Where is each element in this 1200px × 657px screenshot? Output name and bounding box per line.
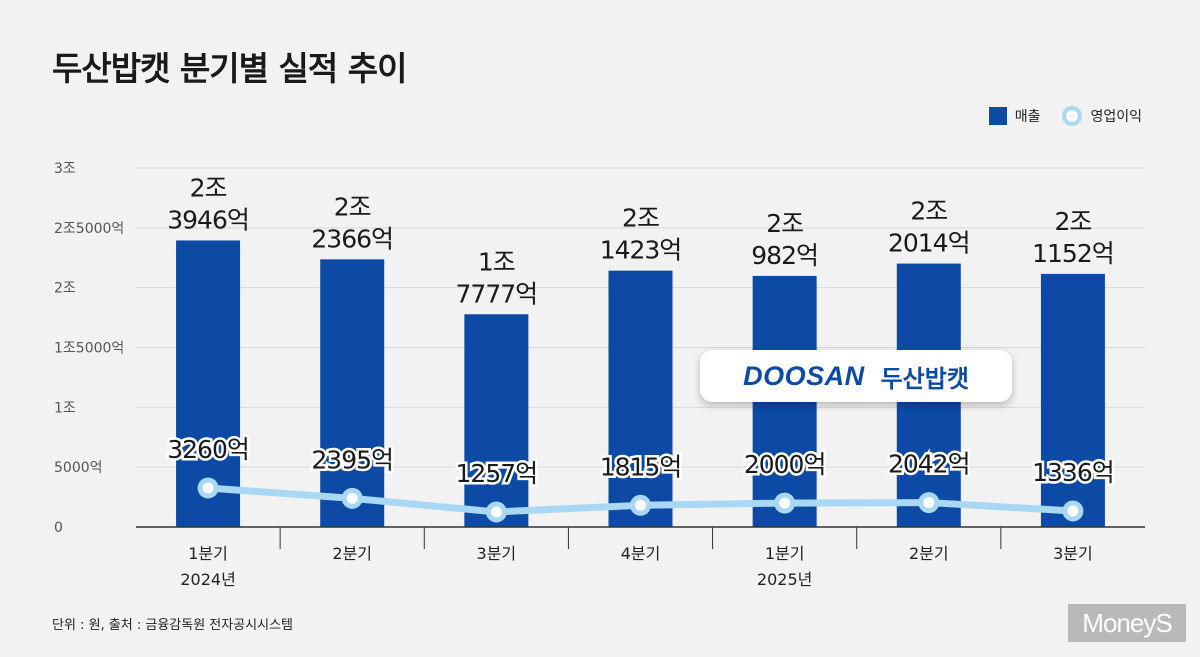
page-title: 두산밥캣 분기별 실적 추이 <box>52 49 407 88</box>
logo-text-ko: 두산밥캣 <box>880 364 969 393</box>
y-tick-label: 0 <box>54 520 63 536</box>
revenue-label-line2: 1423억 <box>600 236 682 265</box>
revenue-label-line1: 2조 <box>766 209 803 238</box>
y-tick-label: 3조 <box>54 161 76 177</box>
y-tick-label: 2조 <box>54 281 76 297</box>
legend: 매출 영업이익 <box>988 106 1142 126</box>
operating-profit-label: 1815억 <box>600 452 682 481</box>
revenue-label-line2: 982억 <box>751 241 818 270</box>
revenue-label-line1: 2조 <box>334 192 371 221</box>
revenue-bar <box>608 270 673 527</box>
legend-bar-swatch <box>988 107 1007 125</box>
y-tick-label: 1조 <box>54 400 76 416</box>
revenue-label-line1: 2조 <box>622 204 659 233</box>
logo-text-en: DOOSAN <box>743 360 865 391</box>
revenue-bar <box>320 259 385 527</box>
operating-profit-label: 1257억 <box>456 459 538 488</box>
revenue-label-line2: 1152억 <box>1032 239 1114 268</box>
x-tick-label: 2분기 <box>332 544 372 563</box>
revenue-bar <box>464 314 529 527</box>
y-tick-label: 1조5000억 <box>54 341 124 357</box>
x-year-label: 2025년 <box>757 570 812 589</box>
legend-operating-profit-label: 영업이익 <box>1090 109 1142 125</box>
x-tick-label: 3분기 <box>477 544 517 563</box>
x-tick-label: 1분기 <box>765 544 805 563</box>
operating-profit-point <box>630 494 651 516</box>
x-tick-label: 1분기 <box>188 544 228 563</box>
operating-profit-point <box>1062 500 1084 522</box>
source-note: 단위 : 원, 출처 : 금융감독원 전자공시시스템 <box>52 618 294 633</box>
revenue-label-line1: 2조 <box>910 197 947 226</box>
x-tick-label: 4분기 <box>621 544 661 563</box>
operating-profit-label: 2000억 <box>744 450 826 479</box>
x-year-label: 2024년 <box>180 570 235 589</box>
operating-profit-label: 3260억 <box>167 435 249 464</box>
operating-profit-point <box>341 487 363 509</box>
operating-profit-point <box>774 492 796 514</box>
revenue-label-line2: 2366억 <box>311 224 393 253</box>
operating-profit-label: 1336억 <box>1032 458 1114 487</box>
revenue-label-line1: 2조 <box>1054 207 1091 236</box>
operating-profit-label: 2395억 <box>311 445 393 474</box>
revenue-bar <box>1040 273 1105 527</box>
y-tick-label: 5000억 <box>54 460 103 476</box>
revenue-label-line2: 7777억 <box>456 279 538 308</box>
operating-profit-point <box>485 501 507 523</box>
revenue-label-line1: 1조 <box>478 247 515 276</box>
y-tick-label: 2조5000억 <box>54 221 124 237</box>
operating-profit-point <box>197 477 219 499</box>
revenue-label-line2: 2014억 <box>888 229 970 258</box>
revenue-label-line2: 3946억 <box>167 205 249 234</box>
operating-profit-point <box>918 492 940 514</box>
moneys-brand-logo: MoneyS <box>1068 604 1186 642</box>
operating-profit-label: 2042억 <box>888 450 970 479</box>
revenue-label-line1: 2조 <box>190 173 227 202</box>
x-tick-label: 2분기 <box>909 544 949 563</box>
doosan-bobcat-logo: DOOSAN 두산밥캣 <box>700 350 1012 402</box>
legend-line-swatch <box>1062 106 1083 126</box>
x-tick-label: 3분기 <box>1053 544 1093 563</box>
legend-revenue-label: 매출 <box>1014 109 1041 125</box>
